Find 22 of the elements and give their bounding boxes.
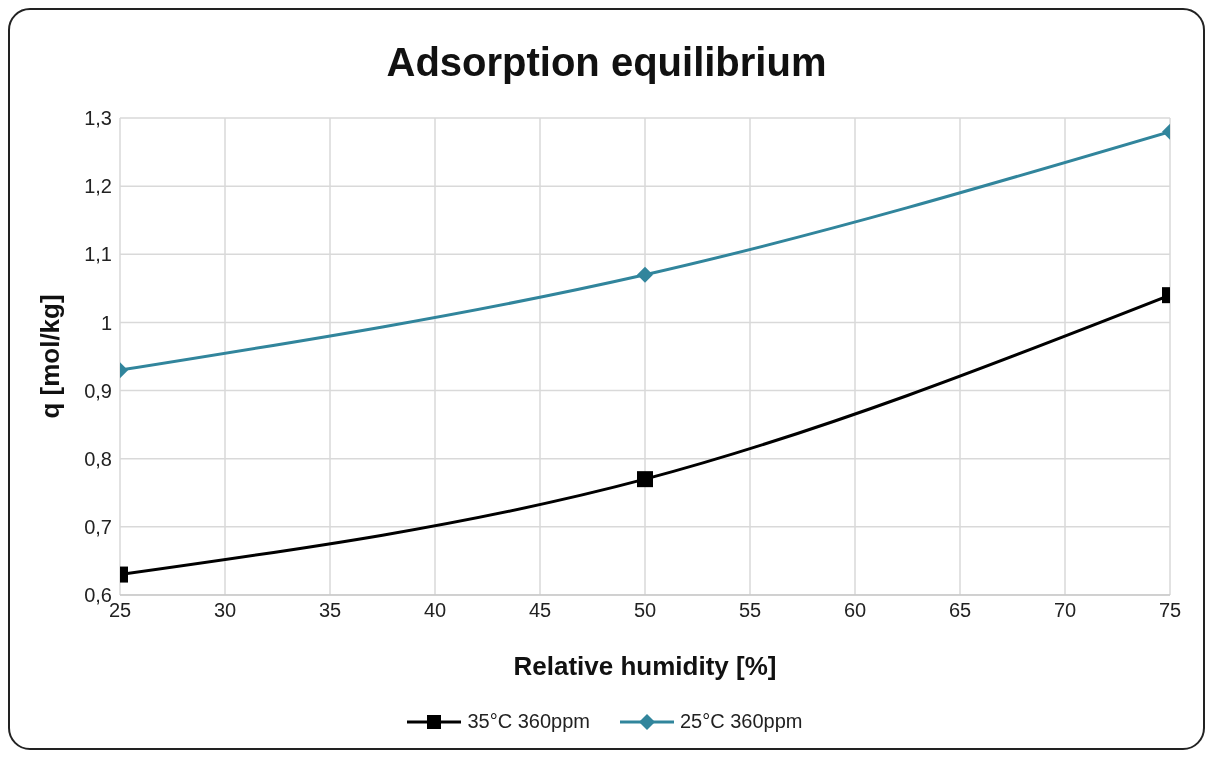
y-tick-label: 1 [100, 311, 112, 334]
y-tick-label: 1,2 [84, 175, 112, 198]
y-axis-title: q [mol/kg] [35, 294, 66, 419]
x-tick-label: 55 [738, 599, 762, 622]
y-tick-label: 0,7 [84, 515, 112, 538]
x-tick-label: 75 [1158, 599, 1182, 622]
x-tick-label: 70 [1053, 599, 1077, 622]
legend-label: 35°C 360ppm [467, 710, 590, 733]
y-tick-label: 0,9 [84, 379, 112, 402]
x-axis-title: Relative humidity [%] [513, 651, 777, 681]
x-tick-label: 35 [318, 599, 342, 622]
x-tick-label: 40 [423, 599, 447, 622]
y-tick-label: 1,1 [84, 243, 112, 266]
y-tick-label: 0,8 [84, 447, 112, 470]
y-tick-label: 1,3 [84, 107, 112, 130]
x-tick-label: 30 [213, 599, 237, 622]
x-tick-label: 45 [528, 599, 552, 622]
x-tick-label: 50 [633, 599, 657, 622]
x-tick-label: 65 [948, 599, 972, 622]
chart-title: Adsorption equilibrium [385, 40, 828, 85]
legend-label: 25°C 360ppm [680, 710, 803, 733]
x-tick-label: 60 [843, 599, 867, 622]
